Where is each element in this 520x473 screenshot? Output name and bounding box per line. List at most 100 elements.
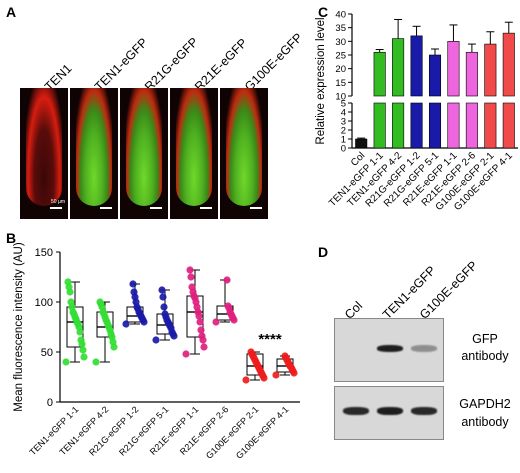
bar	[373, 51, 386, 97]
y-tick-label: 5	[341, 99, 346, 110]
y-tick-label: 15	[335, 78, 346, 89]
gapdh2-label-line1: GAPDH2	[459, 397, 511, 411]
root-micrograph	[70, 88, 118, 219]
data-point	[198, 332, 206, 340]
data-point	[77, 336, 85, 344]
y-tick-label: 2	[341, 126, 346, 137]
y-tick-label: 25	[335, 51, 346, 62]
x-tick-label: G100E-eGFP 2-1	[204, 404, 260, 460]
data-point	[188, 283, 196, 291]
root-micrograph	[220, 88, 268, 219]
data-point	[223, 276, 231, 284]
panel-d-letter: D	[318, 244, 329, 260]
gapdh2-label-line2: antibody	[461, 415, 509, 429]
data-point	[212, 318, 220, 326]
bar-lower-segment	[410, 102, 423, 149]
bar	[392, 38, 405, 97]
data-point	[158, 286, 166, 294]
bar	[484, 43, 497, 97]
bar-lower-segment	[447, 102, 460, 149]
data-point	[196, 318, 204, 326]
bar	[465, 51, 478, 97]
scale-bar	[100, 207, 112, 209]
data-point	[272, 371, 280, 379]
bar-lower-segment	[392, 102, 405, 149]
blot-band	[377, 345, 403, 352]
y-tick-label: 0	[341, 144, 346, 155]
gapdh2-blot	[334, 386, 444, 440]
data-point	[187, 273, 195, 281]
y-tick-label: 0	[47, 397, 53, 409]
y-tick-label: 35	[335, 23, 346, 34]
root-tissue	[26, 88, 62, 206]
root-label: G100E-eGFP	[242, 30, 306, 94]
root-tissue	[76, 88, 112, 206]
data-point	[200, 343, 208, 351]
y-tick-label: 1	[341, 135, 346, 146]
root-tissue	[176, 88, 212, 206]
data-point	[224, 302, 232, 310]
panel-c-letter: C	[318, 4, 329, 20]
panel-a-letter: A	[6, 4, 17, 20]
data-point	[159, 293, 167, 301]
data-point	[182, 350, 190, 358]
root-micrograph: 50 µm	[20, 88, 68, 219]
y-tick-label: 50	[41, 347, 53, 359]
y-axis-title: Relative expression level	[315, 17, 327, 144]
significance-label: ****	[258, 331, 282, 348]
blot-band	[343, 407, 369, 415]
y-tick-label: 10	[335, 92, 346, 103]
bar	[428, 54, 442, 97]
bar-lower-segment	[373, 102, 386, 149]
gapdh2-antibody-label: GAPDH2 antibody	[452, 395, 518, 431]
bar	[447, 41, 460, 97]
data-point	[96, 298, 104, 306]
y-tick-label: 4	[341, 108, 346, 119]
bar-lower-segment	[502, 102, 515, 149]
scale-bar	[200, 207, 212, 209]
gfp-blot	[334, 318, 444, 382]
blot-band	[377, 407, 403, 415]
data-point	[242, 376, 250, 384]
bar-lower-segment	[465, 102, 478, 149]
bar	[502, 32, 515, 97]
data-point	[122, 320, 130, 328]
root-micrograph	[170, 88, 218, 219]
bar	[410, 35, 423, 97]
gfp-label-line2: antibody	[461, 349, 509, 363]
gfp-label-line1: GFP	[472, 332, 498, 346]
y-tick-label: 150	[35, 247, 53, 259]
data-point	[130, 288, 138, 296]
data-point	[79, 346, 87, 354]
scale-bar-label: 50 µm	[51, 199, 65, 205]
y-tick-label: 30	[335, 37, 346, 48]
root-micrograph	[120, 88, 168, 219]
y-tick-label: 100	[35, 297, 53, 309]
y-axis-title: Mean fluorescence intensity (AU)	[13, 242, 25, 412]
data-point	[197, 326, 205, 334]
y-tick-label: 20	[335, 64, 346, 75]
y-tick-label: 40	[335, 10, 346, 21]
x-tick-label: G100E-eGFP 4-1	[234, 404, 290, 460]
scale-bar	[250, 207, 262, 209]
blot-band	[411, 407, 437, 415]
scale-bar	[150, 207, 162, 209]
data-point	[129, 280, 137, 288]
panel-b-letter: B	[6, 230, 17, 246]
data-point	[186, 266, 194, 274]
data-point	[64, 278, 72, 286]
data-point	[80, 353, 88, 361]
data-point	[152, 336, 160, 344]
blot-band	[411, 345, 437, 352]
data-point	[67, 298, 75, 306]
scale-bar	[50, 207, 62, 209]
bar-lower-segment	[428, 102, 442, 149]
bar-lower-segment	[484, 102, 497, 149]
data-point	[92, 358, 100, 366]
root-tissue	[126, 88, 162, 206]
data-point	[62, 358, 70, 366]
bar	[355, 138, 368, 149]
root-label: TEN1-eGFP	[92, 35, 151, 94]
gfp-antibody-label: GFP antibody	[455, 331, 515, 365]
